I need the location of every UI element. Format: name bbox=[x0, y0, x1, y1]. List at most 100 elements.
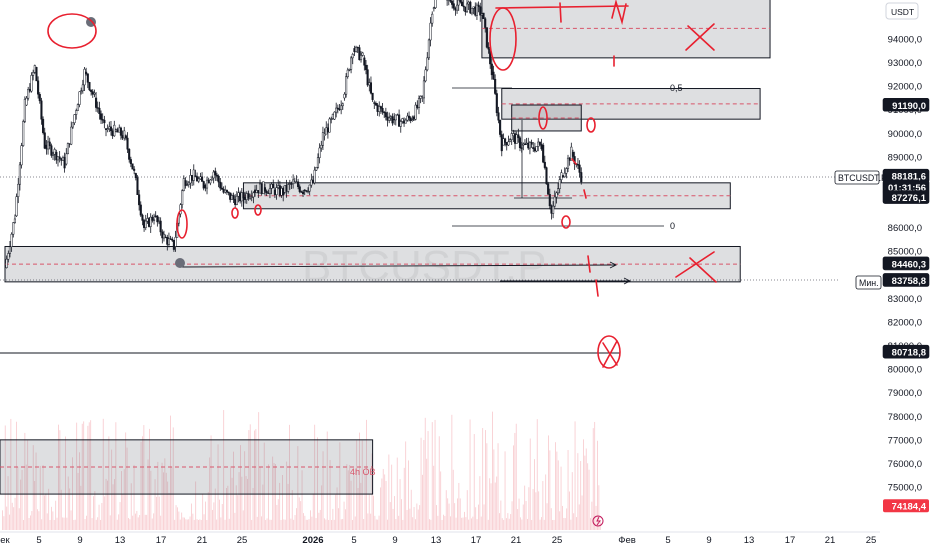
zone-box[interactable] bbox=[242, 182, 731, 210]
candle-body bbox=[530, 142, 533, 145]
arrow-head-2 bbox=[623, 277, 632, 285]
candle-body bbox=[172, 240, 175, 250]
price-label-min-price: 83758,8 bbox=[882, 273, 930, 287]
volume-bar bbox=[500, 500, 502, 530]
volume-bar bbox=[466, 490, 468, 530]
volume-bar bbox=[191, 503, 192, 530]
volume-bar bbox=[51, 506, 52, 530]
volume-bar bbox=[224, 519, 226, 530]
candle-body bbox=[222, 188, 225, 193]
candle-body bbox=[454, 8, 457, 11]
candle-body bbox=[90, 89, 93, 92]
volume-bar bbox=[249, 424, 251, 530]
candle-body bbox=[139, 204, 142, 216]
candle-body bbox=[384, 112, 387, 118]
volume-bar bbox=[480, 516, 482, 530]
candle-body bbox=[114, 129, 117, 132]
candle-body bbox=[492, 71, 495, 80]
candle-body bbox=[507, 141, 510, 146]
volume-bar bbox=[538, 491, 540, 530]
candle-body bbox=[472, 6, 475, 9]
volume-bar bbox=[431, 422, 433, 530]
volume-bar bbox=[328, 519, 330, 530]
candle-body bbox=[244, 196, 247, 200]
zone-box[interactable] bbox=[481, 0, 771, 59]
volume-bar bbox=[123, 469, 125, 530]
volume-bar bbox=[16, 421, 17, 530]
candle-body bbox=[389, 116, 392, 119]
volume-bar bbox=[497, 443, 499, 530]
volume-bar bbox=[402, 519, 404, 530]
candle-body bbox=[99, 113, 103, 120]
volume-bar bbox=[79, 452, 80, 530]
volume-bar bbox=[11, 502, 13, 530]
volume-bar bbox=[525, 500, 527, 530]
volume-bar bbox=[31, 511, 33, 530]
fib-label-zero: 0 bbox=[670, 221, 675, 231]
candle-body bbox=[146, 218, 149, 222]
volume-bar bbox=[256, 516, 258, 530]
candle-body bbox=[565, 168, 568, 174]
volume-bar bbox=[584, 455, 586, 530]
candle-body bbox=[359, 55, 363, 61]
volume-bar bbox=[252, 488, 254, 530]
volume-bar bbox=[455, 517, 457, 530]
candle-body bbox=[169, 238, 172, 240]
volume-bar bbox=[210, 435, 212, 530]
price-tick: 89000,0 bbox=[888, 152, 922, 163]
time-tick: 13 bbox=[115, 535, 126, 546]
svg-text:80718,8: 80718,8 bbox=[892, 348, 926, 359]
candle-body bbox=[131, 163, 134, 170]
candle-body bbox=[495, 93, 498, 113]
candle-body bbox=[224, 189, 227, 193]
candle-body bbox=[220, 187, 223, 190]
volume-bar bbox=[588, 469, 590, 530]
candle-body bbox=[280, 188, 283, 196]
volume-bar bbox=[350, 480, 352, 530]
candle-body bbox=[571, 151, 575, 157]
volume-bar bbox=[511, 501, 513, 530]
volume-bar bbox=[143, 425, 145, 530]
volume-bar bbox=[342, 518, 344, 530]
candle-body bbox=[515, 134, 518, 144]
volume-bar bbox=[359, 432, 360, 530]
volume-bar bbox=[389, 502, 391, 530]
volume-bar bbox=[574, 421, 576, 530]
volume-bar bbox=[312, 493, 314, 530]
volume-bar bbox=[28, 517, 30, 530]
candle-body bbox=[537, 141, 540, 147]
candle-body bbox=[527, 142, 530, 149]
volume-bar bbox=[244, 451, 246, 530]
candle-body bbox=[470, 7, 474, 14]
volume-bar bbox=[119, 502, 121, 530]
candle-body bbox=[191, 175, 194, 181]
price-tick: 86000,0 bbox=[888, 223, 922, 234]
candle-body bbox=[98, 107, 101, 115]
candle-body bbox=[124, 135, 127, 139]
candle-body bbox=[189, 175, 192, 184]
candle-body bbox=[118, 127, 121, 133]
volume-bar bbox=[324, 518, 325, 530]
candle-body bbox=[151, 216, 154, 221]
volume-bar bbox=[546, 503, 548, 530]
lightning-icon[interactable] bbox=[592, 515, 604, 527]
volume-bar bbox=[357, 487, 359, 530]
candle-body bbox=[217, 175, 220, 183]
time-axis[interactable]: ек 5 9 13 17 21 25 2026 5 9 13 17 21 25 Фев 5 9 13 17 21 25 bbox=[0, 535, 876, 546]
volume-bar bbox=[247, 478, 248, 530]
volume-bar bbox=[321, 485, 323, 530]
currency-box[interactable] bbox=[885, 2, 919, 20]
volume-bar bbox=[433, 465, 435, 530]
candle-body bbox=[313, 169, 316, 184]
candle-body bbox=[230, 195, 233, 200]
volume-bar bbox=[548, 435, 549, 530]
volume-bar bbox=[163, 472, 164, 530]
candle-body bbox=[215, 174, 219, 177]
candle-body bbox=[414, 104, 417, 120]
volume-bar bbox=[403, 467, 405, 530]
volume-bar bbox=[167, 481, 169, 530]
volume-bar bbox=[24, 432, 26, 530]
candle-body bbox=[386, 116, 389, 121]
candle-body bbox=[15, 196, 18, 217]
